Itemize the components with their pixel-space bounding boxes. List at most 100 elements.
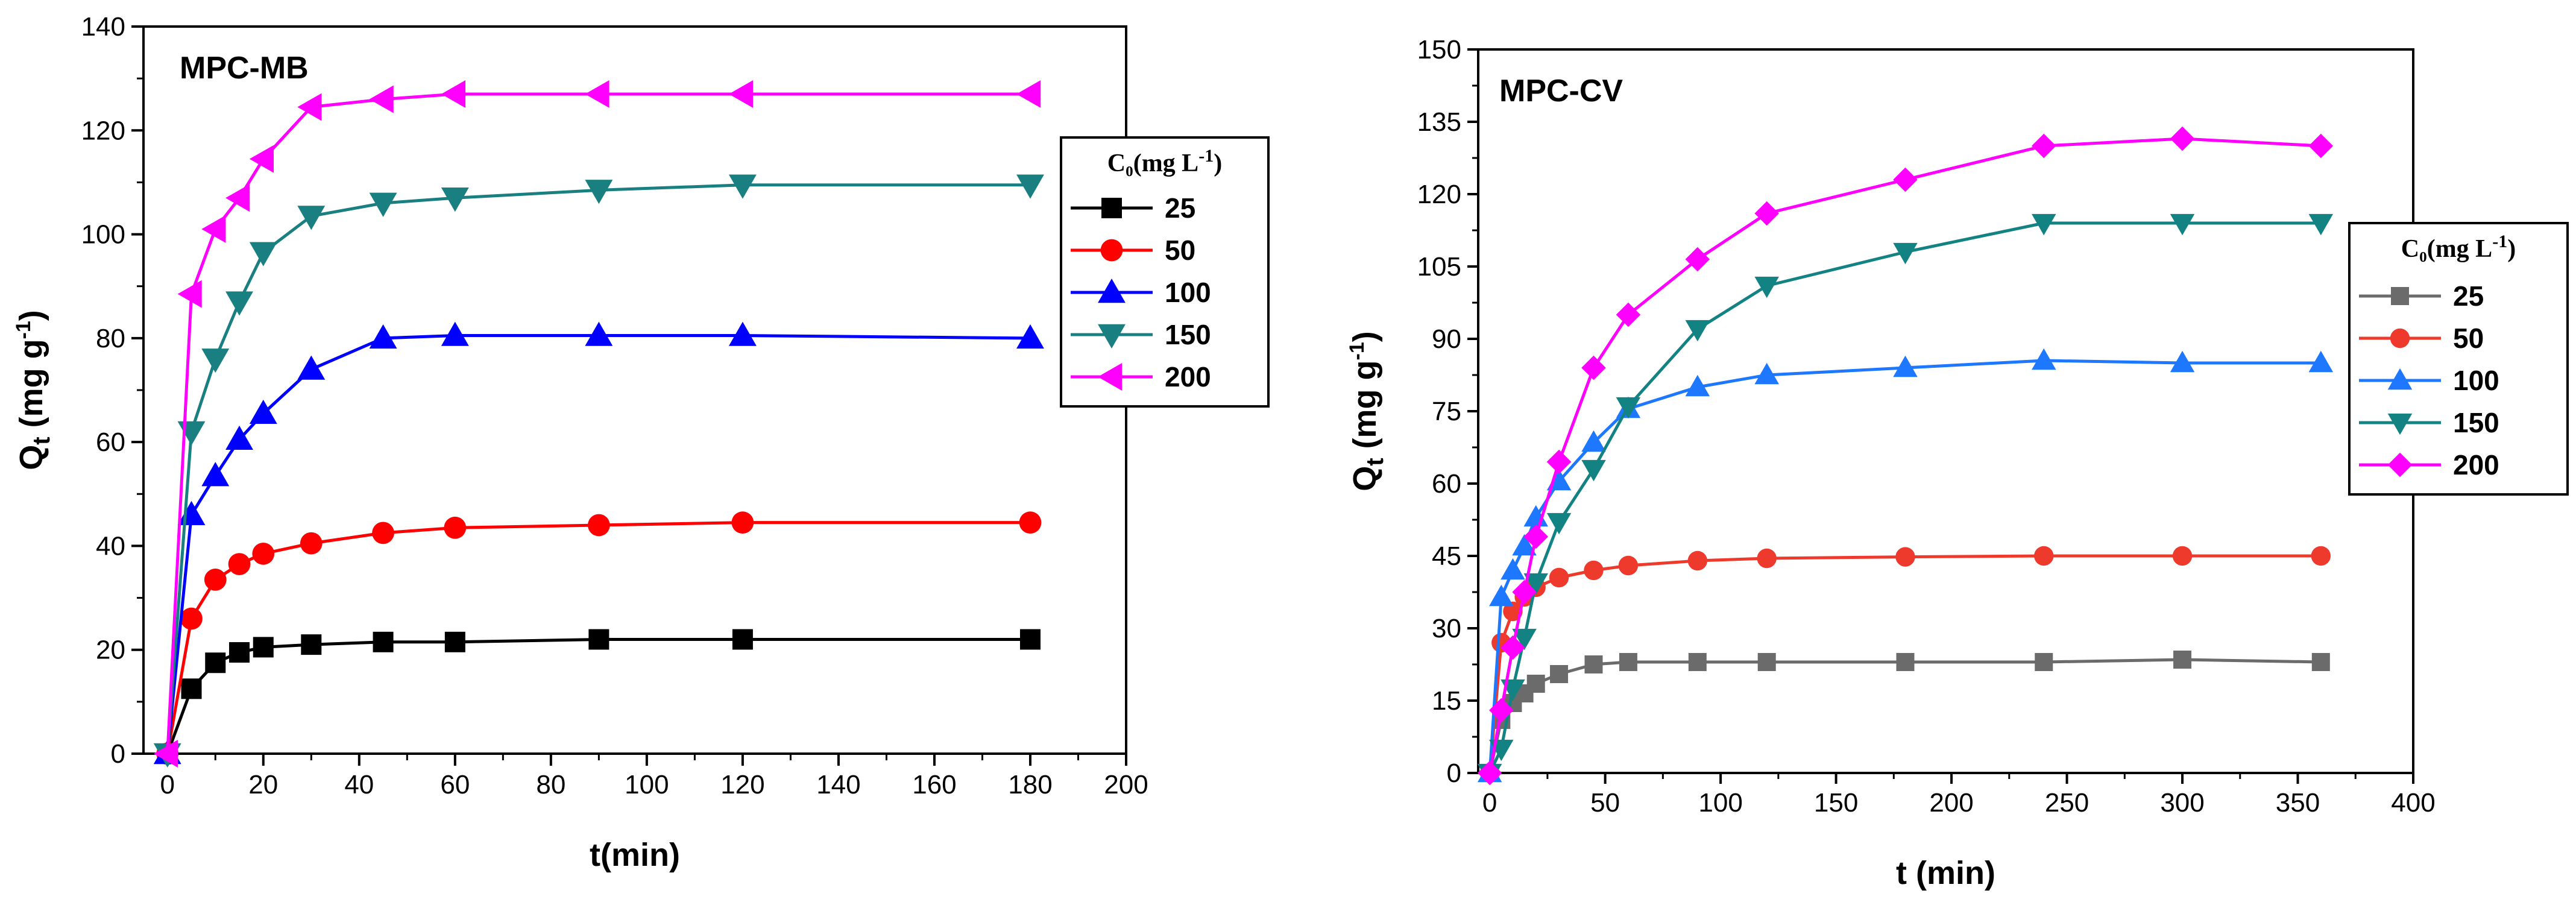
legend: C₀(mg L-1) 25 50 100 150 200 — [2348, 222, 2569, 496]
data-point — [253, 637, 274, 658]
data-point — [1581, 355, 1606, 380]
data-point — [585, 180, 613, 204]
x-tick-label: 300 — [2160, 788, 2204, 818]
data-point — [728, 321, 757, 346]
data-point — [2172, 546, 2193, 566]
data-point — [444, 516, 467, 539]
y-tick-label: 20 — [96, 636, 125, 665]
data-point — [1619, 653, 1637, 671]
data-point — [301, 634, 322, 655]
x-tick-label: 350 — [2276, 788, 2320, 818]
data-point — [1550, 665, 1569, 683]
data-point — [1477, 760, 1502, 786]
legend-title-sup: -1 — [2492, 232, 2507, 251]
data-point — [1523, 524, 1548, 549]
data-point — [249, 242, 277, 266]
data-point — [1688, 653, 1707, 671]
y-axis-title-main: Q — [13, 445, 49, 470]
y-tick-label: 0 — [111, 739, 125, 769]
data-point — [1893, 167, 1918, 192]
y-tick-label: 80 — [96, 324, 125, 353]
data-point — [205, 652, 226, 673]
legend-label: 50 — [1165, 235, 1195, 266]
legend-marker — [2390, 328, 2410, 348]
x-tick-label: 200 — [1104, 770, 1148, 800]
data-point — [1016, 174, 1044, 199]
y-axis-title-units: (mg g — [1347, 360, 1383, 458]
legend-marker — [2391, 287, 2409, 305]
data-point — [153, 740, 178, 768]
series-50 — [156, 511, 1042, 765]
data-point — [1581, 459, 1606, 482]
data-point — [2170, 126, 2195, 151]
x-tick-label: 200 — [1929, 788, 1973, 818]
legend-title-main: C₀(mg L — [1107, 150, 1198, 177]
data-point — [229, 642, 250, 663]
data-point — [201, 215, 226, 243]
legend-label: 50 — [2453, 323, 2484, 354]
data-point — [1584, 560, 1604, 581]
data-point — [1503, 601, 1523, 622]
y-tick-label: 30 — [1432, 614, 1461, 643]
legend-label: 100 — [1165, 277, 1211, 308]
data-point — [1546, 512, 1572, 535]
chart-panel-2: 0 50 100 150 200 250 300 350 400 0 15 30 45 60 75 90 105… — [1346, 35, 2569, 891]
data-point — [728, 174, 757, 199]
data-point — [369, 324, 397, 349]
legend-title: C₀(mg L-1) — [1107, 146, 1222, 177]
data-point — [1584, 655, 1603, 673]
data-point — [225, 184, 250, 212]
data-point — [1895, 547, 1915, 567]
x-axis-title: t(min) — [590, 837, 680, 873]
data-point — [1581, 430, 1606, 452]
data-point — [1754, 276, 1779, 298]
data-point — [585, 80, 609, 108]
data-point — [2035, 653, 2053, 671]
data-point — [1019, 511, 1042, 534]
data-point — [297, 93, 322, 121]
data-point — [1512, 628, 1537, 651]
x-tick-label: 50 — [1590, 788, 1620, 818]
data-point — [732, 629, 753, 650]
legend-marker — [2387, 368, 2413, 390]
x-tick-label: 80 — [536, 770, 565, 800]
legend-title: C₀(mg L-1) — [2401, 232, 2516, 263]
legend-box — [2348, 222, 2569, 496]
data-point — [1618, 555, 1639, 576]
series-line — [166, 334, 1030, 754]
data-point — [177, 280, 202, 308]
data-point — [1685, 247, 1710, 272]
legend-box — [1060, 136, 1270, 408]
data-point — [1526, 675, 1545, 693]
series-200 — [1477, 126, 2334, 786]
data-point — [2311, 546, 2331, 566]
x-tick-label: 250 — [2045, 788, 2089, 818]
y-axis-title: Qt (mg g-1) — [1346, 331, 1388, 491]
series-line — [166, 637, 1030, 754]
data-point — [2032, 348, 2056, 370]
data-point — [1501, 635, 1525, 660]
data-point — [728, 80, 754, 108]
legend-marker — [1098, 363, 1123, 391]
legend-marker — [1100, 239, 1123, 262]
series-25 — [1481, 651, 2330, 782]
legend-item-50: 50 — [2359, 323, 2484, 354]
data-point — [585, 321, 613, 346]
data-point — [1757, 653, 1776, 671]
data-point — [1489, 584, 1514, 607]
y-tick-label: 60 — [1432, 469, 1461, 499]
x-tick-label: 0 — [1482, 788, 1497, 818]
x-tick-label: 0 — [160, 770, 175, 800]
data-point — [181, 678, 202, 699]
series-25 — [157, 629, 1041, 764]
data-point — [252, 542, 275, 565]
y-axis-title-sup: -1 — [12, 321, 35, 339]
series-100 — [153, 321, 1044, 765]
data-point — [1685, 374, 1710, 397]
y-tick-label: 75 — [1432, 397, 1461, 426]
data-point — [369, 192, 397, 217]
legend-title-sup: -1 — [1198, 146, 1214, 166]
data-point — [441, 188, 469, 212]
y-tick-label: 60 — [96, 427, 125, 457]
series-line — [1488, 658, 2321, 774]
